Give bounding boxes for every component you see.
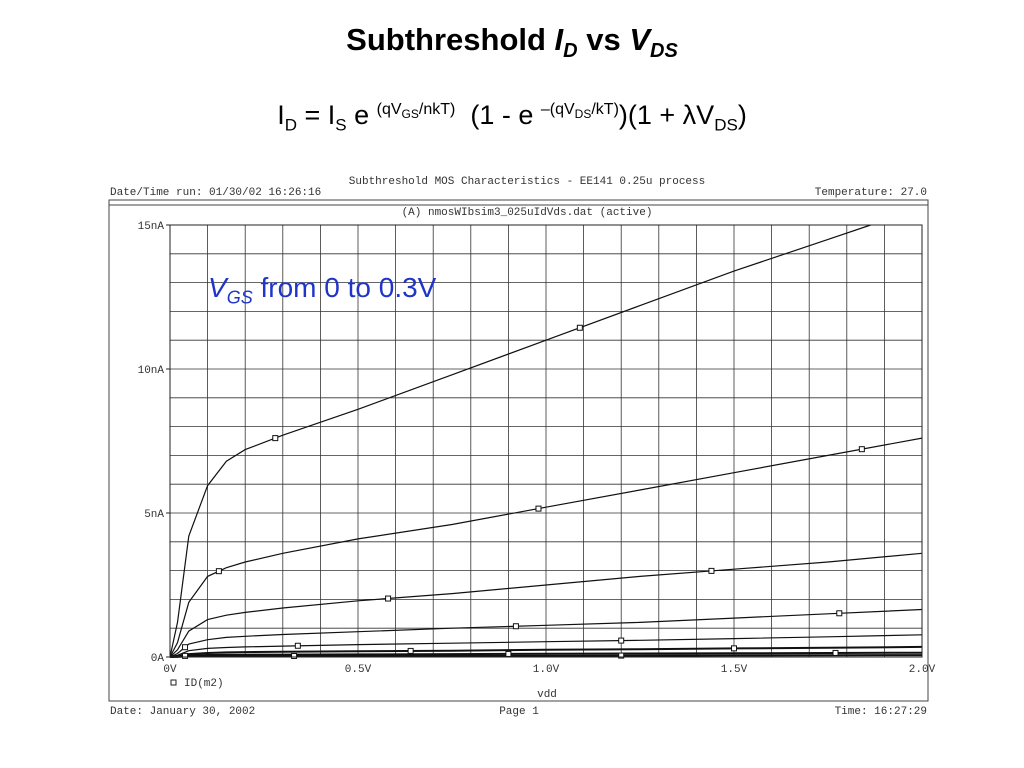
series-line [169, 645, 923, 658]
footer-time: Time: 16:27:29 [835, 706, 927, 718]
data-point-marker [731, 645, 737, 652]
data-point-marker [512, 623, 519, 630]
data-point-marker [272, 435, 279, 442]
probe-frame [108, 199, 929, 702]
annot-text: from 0 to 0.3V [252, 272, 437, 303]
title-main: Subthreshold [346, 22, 555, 57]
eq-i: I [277, 100, 285, 130]
data-point-marker [182, 652, 189, 659]
eq-exp2-sub: DS [574, 107, 592, 122]
y-tick-label: 5nA [144, 509, 164, 521]
probe-header: Subthreshold MOS Characteristics - EE141… [349, 176, 705, 188]
data-point-marker [291, 652, 298, 659]
eq-d: D [284, 115, 297, 135]
eq-v: V [696, 100, 715, 130]
probe-datetime: Date/Time run: 01/30/02 16:26:16 [110, 187, 321, 199]
series-lines [169, 224, 923, 658]
series-line [169, 224, 871, 658]
legend-label: ID(m2) [184, 678, 224, 690]
title-vs: vs [577, 22, 630, 57]
eq-mid: (1 - e [455, 100, 541, 130]
eq-is: = I [296, 100, 336, 130]
data-point-marker [618, 637, 625, 644]
series-line [169, 437, 923, 658]
eq-s: S [335, 115, 347, 135]
eq-exp2-b: /kT) [591, 101, 619, 118]
data-point-marker [858, 446, 865, 453]
y-tick-label: 15nA [138, 221, 165, 233]
eq-close: ) [737, 100, 747, 130]
series-line [169, 608, 923, 658]
eq-exp1: (qVGS/nkT) [376, 101, 456, 122]
annot-gs: GS [226, 287, 253, 308]
x-tick-label: 2.0V [909, 664, 936, 676]
title-id-letter: I [554, 22, 564, 57]
plot-area [169, 224, 923, 658]
eq-lambda: λ [682, 100, 697, 130]
footer-page: Page 1 [499, 706, 539, 718]
axis-ticks: 0V 0.5V 1.0V 1.5V 2.0V 0A 5nA 10nA 15nA [138, 221, 936, 676]
data-point-marker [618, 652, 625, 659]
title-vds-letter: V [629, 22, 651, 57]
data-point-marker [576, 324, 583, 331]
data-point-marker [708, 567, 715, 574]
y-tick-label: 0A [151, 653, 165, 665]
data-point-marker [505, 650, 512, 657]
title-id-sub: D [563, 40, 578, 63]
data-point-marker [182, 644, 189, 651]
probe-temperature: Temperature: 27.0 [815, 187, 927, 199]
data-point-marker [294, 642, 301, 649]
data-point-marker [385, 595, 392, 602]
eq-e1: e [346, 100, 377, 130]
x-tick-label: 0.5V [345, 664, 372, 676]
x-tick-label: 1.5V [721, 664, 748, 676]
data-point-marker [535, 505, 542, 512]
series-line [169, 552, 923, 658]
footer-date: Date: January 30, 2002 [110, 706, 255, 718]
data-point-marker [836, 610, 843, 617]
annot-v: V [208, 272, 227, 303]
series-line [169, 654, 923, 658]
slide-title: Subthreshold ID vs VDS [0, 22, 1024, 63]
eq-exp2-a: –(qV [540, 101, 575, 118]
x-tick-label: 1.0V [533, 664, 560, 676]
eq-vds-sub: DS [714, 115, 738, 135]
vgs-annotation: VGS from 0 to 0.3V [208, 272, 436, 309]
y-tick-label: 10nA [138, 365, 165, 377]
probe-file: (A) nmosWIbsim3_025uIdVds.dat (active) [402, 207, 653, 219]
grid [170, 225, 922, 657]
equation: ID = IS e (qVGS/nkT) (1 - e –(qVDS/kT))(… [0, 100, 1024, 135]
eq-exp1-a: (qV [376, 101, 402, 118]
data-point-marker [407, 647, 414, 654]
series-line [169, 634, 923, 658]
data-point-marker [215, 568, 222, 575]
x-axis-label: vdd [537, 689, 557, 701]
x-tick-label: 0V [163, 664, 177, 676]
eq-exp1-b: /nkT) [418, 101, 456, 118]
title-vds-sub: DS [650, 40, 678, 63]
legend-marker [170, 679, 177, 686]
eq-exp2: –(qVDS/kT) [540, 101, 619, 122]
series-markers [182, 324, 865, 659]
eq-exp1-sub: GS [401, 107, 419, 122]
eq-tail: )(1 + [618, 100, 683, 130]
data-point-marker [832, 649, 839, 656]
